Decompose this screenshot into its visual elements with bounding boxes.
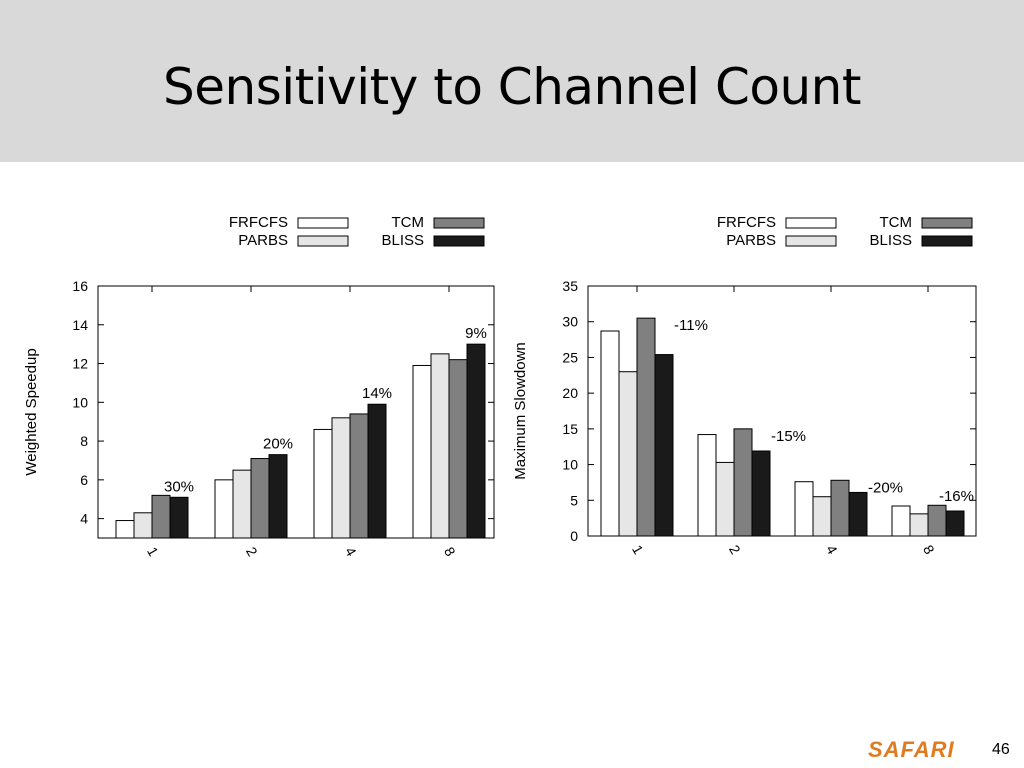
annotation-9: 9% — [465, 325, 487, 342]
y-tick-label: 5 — [570, 492, 578, 508]
bar-parbs-4 — [812, 496, 832, 537]
bar-tcm-1 — [151, 494, 171, 539]
bar-frfcfs-8 — [891, 505, 911, 537]
annotation-11: -11% — [674, 317, 708, 334]
x-tick-label: 2 — [243, 544, 261, 559]
legend: FRFCFS TCM PARBS BLISS — [229, 214, 485, 249]
y-axis-label: Weighted Speedup — [23, 348, 40, 475]
annotation-30: 30% — [164, 478, 194, 495]
y-tick-label: 0 — [570, 528, 578, 544]
safari-logo: SAFARI — [868, 737, 955, 762]
y-tick-label: 12 — [72, 356, 88, 372]
bar-frfcfs-4 — [313, 428, 333, 539]
bar-tcm-2 — [250, 458, 270, 539]
bar-tcm-4 — [830, 479, 850, 537]
legend-swatch-parbs — [297, 235, 349, 247]
y-tick-label: 35 — [562, 278, 578, 294]
bar-parbs-4 — [331, 417, 351, 539]
bar-bliss-1 — [654, 354, 674, 537]
x-tick-label: 8 — [920, 542, 938, 557]
bar-tcm-4 — [349, 413, 369, 539]
slide-title: Sensitivity to Channel Count — [163, 58, 861, 116]
legend: FRFCFS TCM PARBS BLISS — [717, 214, 973, 249]
legend-label-tcm: TCM — [392, 214, 425, 231]
bar-frfcfs-4 — [794, 481, 814, 537]
bar-tcm-1 — [636, 317, 656, 537]
bar-frfcfs-2 — [214, 479, 234, 539]
legend-label-bliss: BLISS — [869, 232, 912, 249]
title-band — [0, 0, 1024, 162]
legend-swatch-bliss — [921, 235, 973, 247]
bar-tcm-2 — [733, 428, 753, 537]
x-tick-label: 2 — [726, 542, 744, 557]
annotation-20: -20% — [868, 479, 903, 496]
legend-swatch-frfcfs — [785, 217, 837, 229]
y-tick-label: 8 — [80, 433, 88, 449]
y-tick-label: 15 — [562, 421, 578, 437]
y-tick-label: 14 — [72, 317, 88, 333]
legend-label-parbs: PARBS — [238, 232, 288, 249]
legend-swatch-tcm — [433, 217, 485, 229]
bar-parbs-1 — [618, 371, 638, 537]
plot-frame — [587, 285, 977, 537]
y-tick-label: 6 — [80, 472, 88, 488]
y-tick-label: 16 — [72, 278, 88, 294]
annotation-20: 20% — [263, 436, 293, 453]
bar-parbs-2 — [715, 461, 735, 537]
x-tick-label: 1 — [629, 542, 647, 557]
bar-tcm-8 — [927, 504, 947, 537]
x-tick-label: 4 — [342, 544, 360, 559]
x-tick-label: 4 — [823, 542, 841, 557]
bar-frfcfs-2 — [697, 434, 717, 537]
annotation-16: -16% — [939, 488, 974, 505]
bar-frfcfs-8 — [412, 364, 432, 539]
plot-frame — [97, 285, 495, 539]
bar-frfcfs-1 — [115, 520, 135, 539]
legend-swatch-tcm — [921, 217, 973, 229]
bar-bliss-4 — [848, 491, 868, 537]
y-tick-label: 30 — [562, 314, 578, 330]
bar-bliss-8 — [945, 510, 965, 537]
maximum-slowdown-chart: FRFCFS TCM PARBS BLISS 0 5 10 15 20 25 30 35 Maximum… — [512, 214, 977, 557]
y-axis-label: Maximum Slowdown — [512, 342, 529, 480]
bar-frfcfs-1 — [600, 330, 620, 537]
legend-label-frfcfs: FRFCFS — [229, 214, 288, 231]
bar-parbs-2 — [232, 469, 252, 539]
y-tick-label: 10 — [562, 457, 578, 473]
bar-bliss-4 — [367, 403, 387, 539]
bar-bliss-1 — [169, 496, 189, 539]
page-number: 46 — [992, 741, 1010, 758]
bar-bliss-8 — [466, 343, 486, 539]
legend-label-tcm: TCM — [880, 214, 913, 231]
bar-parbs-8 — [909, 513, 929, 537]
x-tick-label: 1 — [144, 544, 162, 559]
bar-tcm-8 — [448, 359, 468, 539]
annotation-14: 14% — [362, 385, 392, 402]
x-tick-label: 8 — [441, 544, 459, 559]
legend-label-parbs: PARBS — [726, 232, 776, 249]
y-tick-label: 4 — [80, 511, 88, 527]
legend-label-bliss: BLISS — [381, 232, 424, 249]
annotation-15: -15% — [771, 428, 806, 445]
legend-swatch-bliss — [433, 235, 485, 247]
legend-swatch-frfcfs — [297, 217, 349, 229]
y-tick-label: 20 — [562, 385, 578, 401]
bar-bliss-2 — [751, 450, 771, 537]
bar-parbs-1 — [133, 512, 153, 539]
y-tick-label: 10 — [72, 394, 88, 410]
legend-label-frfcfs: FRFCFS — [717, 214, 776, 231]
bar-bliss-2 — [268, 454, 288, 539]
bar-parbs-8 — [430, 353, 450, 539]
legend-swatch-parbs — [785, 235, 837, 247]
y-tick-label: 25 — [562, 349, 578, 365]
